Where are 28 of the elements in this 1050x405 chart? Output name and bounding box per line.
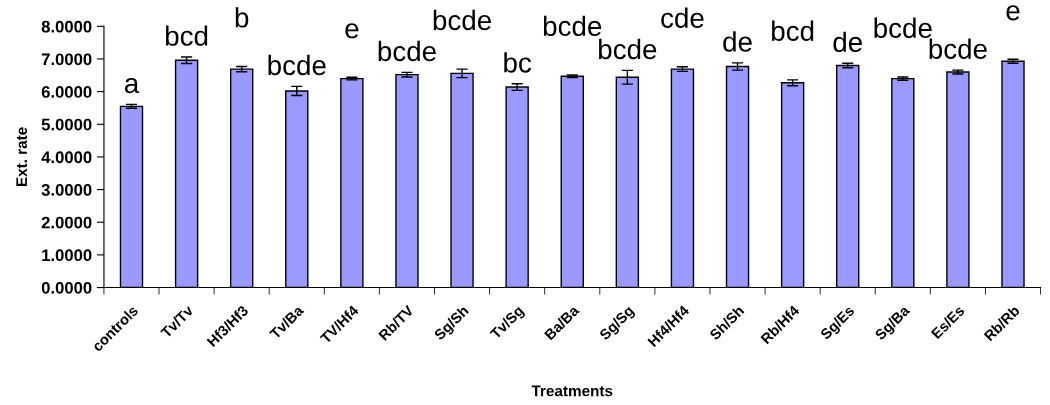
y-tick-label: 7.0000 — [41, 53, 92, 66]
annotation: bc — [504, 52, 532, 73]
y-tick-label: 0.0000 — [41, 281, 92, 294]
annotation: bcde — [433, 9, 491, 31]
y-axis-title: Ext. rate — [16, 127, 28, 187]
y-tick-label: 6.0000 — [41, 86, 92, 98]
y-tick-label: 4.0000 — [41, 151, 92, 164]
annotation: bcd — [772, 20, 814, 41]
y-tick-label: 3.0000 — [41, 183, 92, 196]
annotation: e — [345, 23, 359, 39]
annotation: bcde — [599, 38, 657, 60]
annotation: de — [723, 31, 752, 52]
x-axis-title: Treatments — [531, 385, 613, 397]
annotation: bcde — [378, 40, 436, 62]
y-tick-label: 8.0000 — [41, 20, 92, 33]
annotation: bcde — [929, 38, 987, 59]
y-tick-label: 5.0000 — [41, 118, 92, 131]
annotation: bcde — [268, 54, 326, 76]
annotation: de — [833, 31, 862, 53]
annotation: b — [235, 7, 249, 28]
y-tick-label: 2.0000 — [41, 216, 92, 229]
annotation: bcde — [543, 15, 602, 37]
annotation: cde — [661, 7, 704, 28]
annotation: bcde — [874, 17, 932, 39]
annotation: a — [124, 77, 140, 94]
y-tick-label: 1.0000 — [42, 249, 92, 262]
text: e — [1006, 5, 1020, 21]
annotation: bcd — [165, 25, 208, 46]
